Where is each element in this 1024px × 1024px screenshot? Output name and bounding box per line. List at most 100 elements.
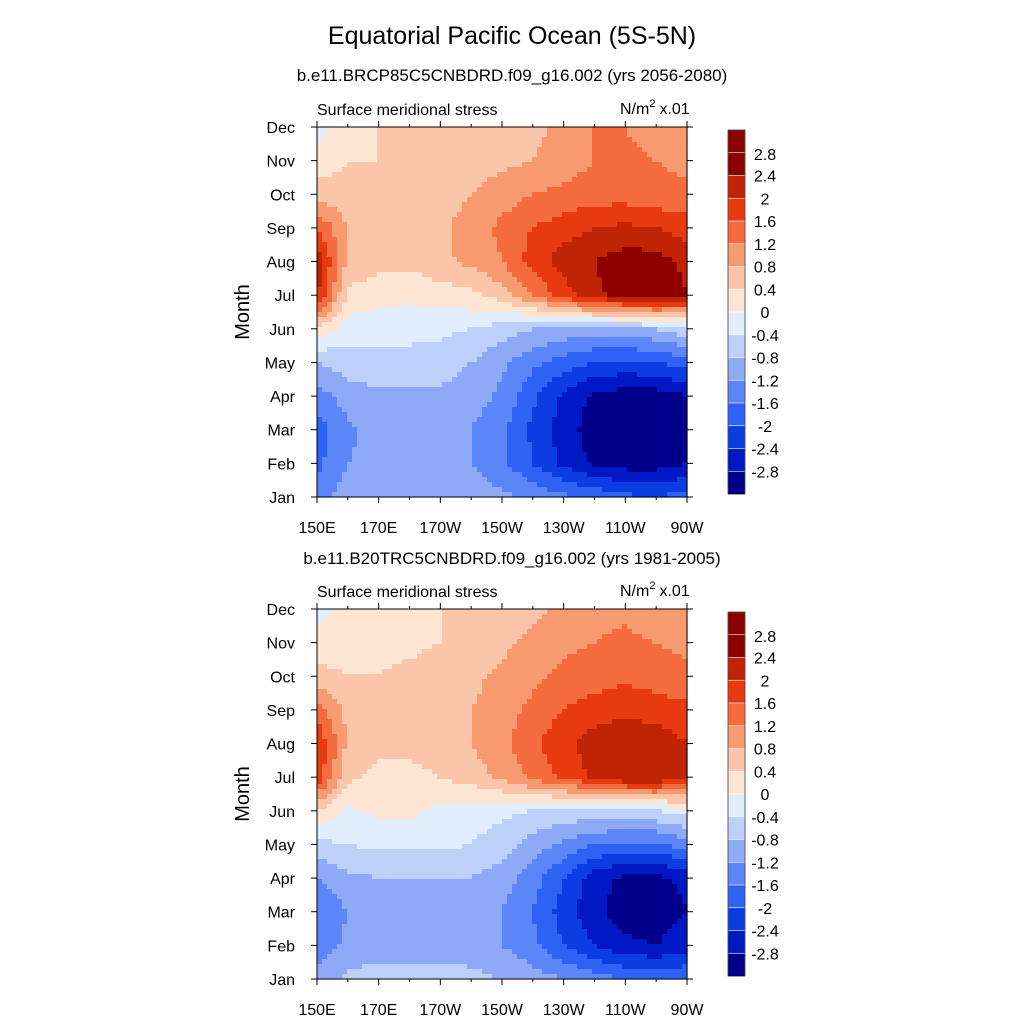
contour-cell: [357, 387, 363, 393]
contour-cell: [437, 267, 443, 273]
contour-cell: [372, 387, 378, 393]
contour-cell: [367, 317, 373, 323]
contour-cell: [397, 217, 403, 223]
contour-cell: [402, 342, 408, 348]
contour-cell: [627, 342, 633, 348]
contour-cell: [642, 172, 648, 178]
contour-cell: [642, 177, 648, 183]
contour-cell: [357, 422, 363, 428]
contour-cell: [557, 227, 563, 233]
contour-cell: [527, 262, 533, 268]
contour-cell: [662, 282, 668, 288]
contour-cell: [407, 347, 413, 353]
contour-cell: [372, 287, 378, 293]
contour-cell: [447, 297, 453, 303]
contour-cell: [322, 257, 328, 263]
contour-cell: [467, 142, 473, 148]
contour-cell: [587, 312, 593, 318]
contour-cell: [412, 317, 418, 323]
contour-cell: [527, 202, 533, 208]
contour-cell: [467, 347, 473, 353]
contour-cell: [617, 442, 623, 448]
contour-cell: [462, 257, 468, 263]
contour-cell: [512, 342, 518, 348]
contour-cell: [417, 422, 423, 428]
contour-cell: [472, 242, 478, 248]
contour-cell: [422, 362, 428, 368]
contour-cell: [662, 327, 668, 333]
contour-cell: [607, 207, 613, 213]
contour-cell: [507, 357, 513, 363]
contour-cell: [527, 422, 533, 428]
contour-cell: [612, 302, 618, 308]
contour-cell: [657, 307, 663, 313]
contour-cell: [512, 197, 518, 203]
contour-cell: [442, 447, 448, 453]
contour-cell: [517, 437, 523, 443]
contour-cell: [597, 277, 603, 283]
contour-cell: [462, 147, 468, 153]
contour-cell: [442, 452, 448, 458]
contour-cell: [537, 317, 543, 323]
contour-cell: [657, 172, 663, 178]
contour-cell: [637, 392, 643, 398]
contour-cell: [677, 457, 683, 463]
contour-cell: [427, 402, 433, 408]
contour-cell: [442, 302, 448, 308]
contour-cell: [487, 337, 493, 343]
contour-cell: [507, 347, 513, 353]
contour-cell: [407, 332, 413, 338]
contour-cell: [547, 222, 553, 228]
contour-cell: [387, 407, 393, 413]
contour-cell: [652, 342, 658, 348]
contour-cell: [427, 417, 433, 423]
contour-cell: [467, 132, 473, 138]
contour-cell: [327, 127, 333, 133]
contour-cell: [607, 367, 613, 373]
contour-cell: [647, 237, 653, 243]
contour-cell: [347, 177, 353, 183]
contour-cell: [602, 377, 608, 383]
contour-cell: [637, 432, 643, 438]
contour-cell: [517, 387, 523, 393]
contour-cell: [657, 382, 663, 388]
contour-cell: [602, 332, 608, 338]
contour-cell: [532, 417, 538, 423]
contour-cell: [447, 167, 453, 173]
contour-cell: [412, 392, 418, 398]
contour-cell: [387, 282, 393, 288]
contour-cell: [617, 447, 623, 453]
contour-cell: [497, 377, 503, 383]
contour-cell: [422, 232, 428, 238]
contour-cell: [587, 257, 593, 263]
contour-cell: [447, 377, 453, 383]
contour-cell: [667, 197, 673, 203]
contour-cell: [537, 127, 543, 133]
contour-cell: [662, 132, 668, 138]
contour-cell: [462, 142, 468, 148]
contour-cell: [322, 297, 328, 303]
contour-cell: [602, 157, 608, 163]
contour-cell: [417, 182, 423, 188]
contour-cell: [582, 407, 588, 413]
contour-cell: [632, 167, 638, 173]
contour-cell: [462, 327, 468, 333]
contour-cell: [547, 277, 553, 283]
contour-cell: [327, 247, 333, 253]
contour-cell: [412, 432, 418, 438]
contour-cell: [592, 257, 598, 263]
contour-cell: [322, 237, 328, 243]
contour-cell: [577, 212, 583, 218]
contour-cell: [637, 407, 643, 413]
contour-cell: [342, 272, 348, 278]
contour-cell: [397, 357, 403, 363]
contour-cell: [642, 357, 648, 363]
contour-cell: [407, 237, 413, 243]
contour-cell: [612, 177, 618, 183]
contour-cell: [657, 137, 663, 143]
contour-cell: [337, 457, 343, 463]
contour-cell: [427, 162, 433, 168]
contour-cell: [582, 177, 588, 183]
contour-cell: [492, 192, 498, 198]
contour-cell: [367, 342, 373, 348]
